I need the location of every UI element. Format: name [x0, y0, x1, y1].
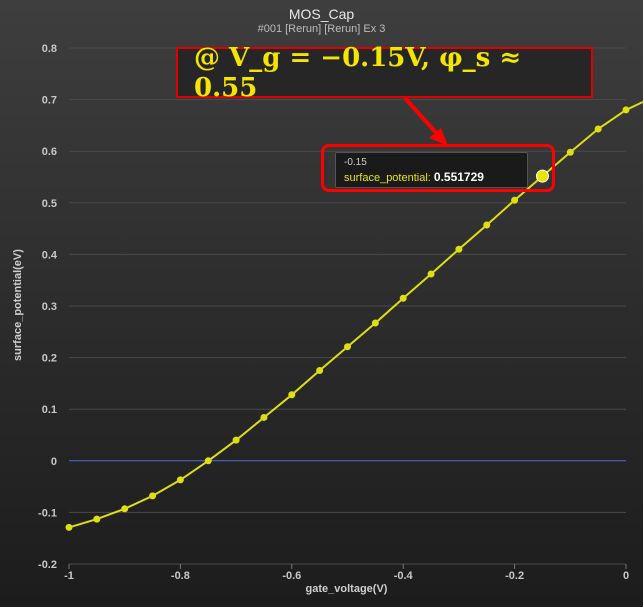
annotation-box: @ V_g = −0.15V, φ_s ≈ 0.55 — [176, 43, 593, 103]
tooltip-y-value: 0.551729 — [433, 170, 484, 184]
data-point — [288, 391, 296, 399]
data-point — [204, 457, 212, 465]
y-tick-label: 0 — [51, 456, 57, 468]
data-point — [511, 196, 519, 204]
x-tick-label: -0.4 — [394, 570, 414, 582]
y-tick-label: 0.8 — [42, 43, 57, 55]
data-point — [260, 413, 268, 421]
x-tick-label: -0.8 — [171, 570, 190, 582]
y-tick-label: 0.5 — [42, 198, 57, 210]
data-tooltip: -0.15 surface_potential: 0.551729 — [335, 152, 528, 188]
y-tick-label: 0.1 — [42, 404, 57, 416]
data-point — [149, 492, 157, 500]
tooltip-series-name: surface_potential — [344, 172, 428, 184]
y-axis-label: surface_potential(eV) — [12, 249, 24, 361]
data-point — [344, 343, 351, 351]
x-tick-label: -0.2 — [505, 570, 524, 582]
data-point — [65, 523, 73, 531]
tooltip-x-value: -0.15 — [344, 157, 367, 168]
y-tick-label: 0.4 — [42, 249, 58, 261]
x-tick-label: 0 — [623, 570, 629, 582]
y-tick-label: 0.6 — [42, 146, 57, 158]
data-point — [566, 148, 574, 156]
y-tick-label: 0.7 — [42, 95, 57, 107]
data-point — [176, 476, 184, 484]
annotation-arrow-head — [429, 128, 448, 146]
data-point — [594, 125, 602, 133]
tooltip-row: surface_potential: 0.551729 — [344, 169, 519, 186]
data-point — [316, 367, 324, 374]
x-tick-label: -0.6 — [282, 570, 301, 582]
x-tick-label: -1 — [64, 570, 74, 582]
y-tick-label: 0.2 — [42, 353, 57, 365]
grid-lines — [69, 47, 626, 565]
highlight-point — [535, 169, 549, 183]
data-point — [399, 294, 407, 302]
series-line-continuation — [625, 101, 643, 111]
data-point — [93, 515, 101, 523]
data-point — [483, 221, 491, 229]
chart-subtitle: #001 [Rerun] [Rerun] Ex 3 — [257, 23, 386, 35]
chart-title: MOS_Cap — [288, 6, 355, 22]
data-point — [232, 436, 240, 444]
y-axis-ticks: -0.2 -0.1 0 0.1 0.2 0.3 0.4 0.5 0.6 0.7 0.8 — [38, 43, 58, 571]
data-point — [427, 270, 435, 278]
x-axis-label: gate_voltage(V) — [305, 583, 388, 595]
tooltip-separator: : — [427, 172, 431, 184]
y-tick-label: -0.1 — [38, 507, 57, 519]
data-point — [121, 505, 129, 513]
data-point — [371, 319, 379, 327]
data-point — [455, 245, 463, 253]
series-surface-potential — [65, 101, 643, 531]
annotation-text: @ V_g = −0.15V, φ_s ≈ 0.55 — [194, 42, 522, 103]
y-tick-label: -0.2 — [38, 559, 57, 571]
x-axis-ticks: -1 -0.8 -0.6 -0.4 -0.2 0 — [64, 564, 629, 582]
y-tick-label: 0.3 — [42, 301, 57, 313]
tooltip-highlight-box — [321, 144, 555, 192]
annotation-arrow — [403, 96, 440, 137]
